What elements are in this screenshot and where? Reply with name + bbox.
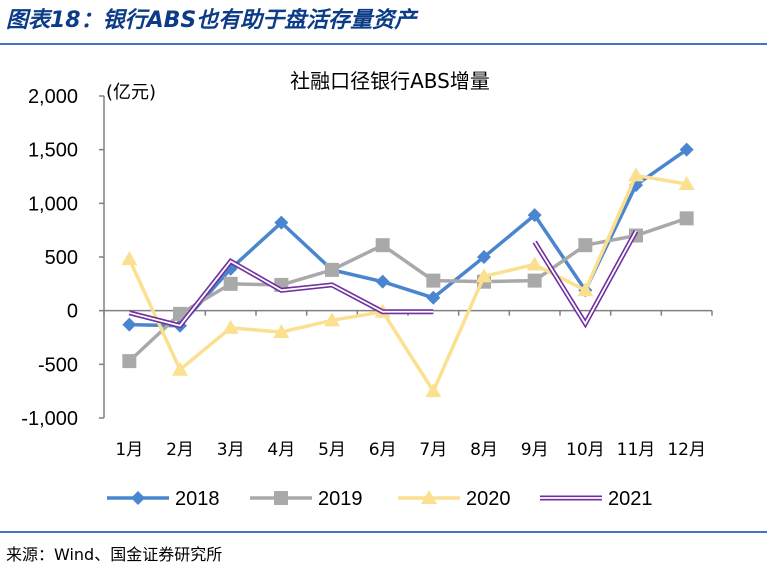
figure-title: 图表18：银行ABS也有助于盘活存量资产 <box>6 8 417 33</box>
x-tick-label: 10月 <box>566 440 605 460</box>
chart-title: 社融口径银行ABS增量 <box>290 69 490 93</box>
data-point <box>274 215 289 230</box>
data-point <box>578 238 593 253</box>
title-divider <box>0 43 767 45</box>
series-line <box>127 173 687 393</box>
x-tick-label: 12月 <box>667 440 706 460</box>
legend-item-2020: 2020 <box>398 488 511 510</box>
data-point <box>526 256 543 271</box>
y-tick-label: 1,500 <box>28 140 78 162</box>
x-tick-label: 3月 <box>217 440 245 460</box>
data-point <box>375 274 390 289</box>
x-tick-label: 9月 <box>521 440 549 460</box>
y-tick-label: -500 <box>38 354 78 376</box>
data-point <box>324 312 340 327</box>
x-tick-label: 2月 <box>166 440 194 460</box>
y-tick-label: 0 <box>67 301 78 323</box>
data-point <box>426 290 441 305</box>
series-line-inner <box>533 230 637 326</box>
y-axis-unit: (亿元) <box>106 82 156 103</box>
data-point <box>679 142 694 157</box>
data-point <box>628 167 644 182</box>
series-2020 <box>121 167 695 398</box>
x-tick-label: 5月 <box>318 440 346 460</box>
data-point <box>421 490 437 504</box>
line-chart: 社融口径银行ABS增量 (亿元) -1,000 -500 0 500 1,000 1,50… <box>21 69 713 510</box>
data-point <box>527 208 542 223</box>
data-point <box>131 491 145 505</box>
legend-label: 2019 <box>318 488 363 510</box>
data-point <box>375 238 390 253</box>
data-point <box>527 273 542 288</box>
x-tick-label: 7月 <box>419 440 447 460</box>
x-tick-label: 11月 <box>617 440 656 460</box>
data-point <box>223 276 238 291</box>
series-line <box>128 216 688 363</box>
data-point <box>678 176 695 191</box>
y-tick-label: 500 <box>45 247 78 269</box>
data-point <box>121 251 138 266</box>
source-divider <box>0 531 767 533</box>
data-point <box>577 282 594 297</box>
data-point <box>172 361 188 376</box>
data-point <box>325 262 339 277</box>
source-note: 来源：Wind、国金证券研究所 <box>6 545 223 564</box>
data-point <box>476 268 492 283</box>
legend-item-2019: 2019 <box>250 488 363 510</box>
y-tick-label: -1,000 <box>21 408 78 430</box>
data-point <box>122 354 137 369</box>
series-line-inner <box>129 260 434 327</box>
x-tick-label: 4月 <box>267 440 295 460</box>
data-point <box>222 319 239 334</box>
legend-label: 2021 <box>608 488 653 510</box>
legend-item-2021: 2021 <box>540 488 653 510</box>
x-tick-label: 8月 <box>470 440 498 460</box>
series-line <box>129 148 688 328</box>
data-point <box>426 273 441 288</box>
y-tick-label: 2,000 <box>28 86 78 108</box>
data-point <box>679 211 694 226</box>
series-2021 <box>128 230 639 329</box>
legend-label: 2020 <box>466 488 511 510</box>
legend-label: 2018 <box>175 488 220 510</box>
y-tick-label: 1,000 <box>28 193 78 215</box>
data-point <box>425 383 442 398</box>
legend-item-2018: 2018 <box>107 488 220 510</box>
x-tick-label: 6月 <box>369 440 397 460</box>
data-point <box>122 317 137 332</box>
x-tick-label: 1月 <box>115 440 143 460</box>
data-point <box>274 491 288 505</box>
data-point <box>477 250 491 264</box>
data-point <box>273 324 290 339</box>
